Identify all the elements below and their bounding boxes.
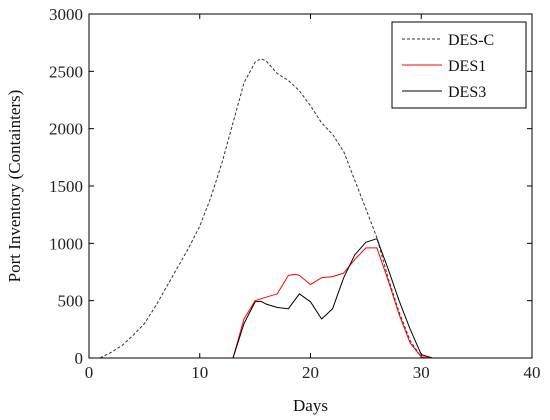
legend-label-des3: DES3 (448, 84, 486, 101)
y-tick-label: 0 (75, 349, 84, 368)
series-group (89, 58, 532, 359)
x-axis-label: Days (293, 396, 328, 415)
series-line-des1 (89, 247, 532, 359)
legend-label-des-c: DES-C (448, 32, 494, 49)
y-tick-label: 500 (58, 292, 84, 311)
y-tick-label: 1500 (49, 177, 83, 196)
x-tick-label: 10 (191, 363, 208, 382)
x-tick-label: 40 (524, 363, 541, 382)
y-tick-label: 1000 (49, 234, 83, 253)
series-line-des-c (99, 58, 532, 359)
y-tick-label: 2000 (49, 120, 83, 139)
x-tick-label: 0 (85, 363, 94, 382)
y-tick-label: 2500 (49, 62, 83, 81)
x-tick-label: 30 (413, 363, 430, 382)
series-line-des3 (89, 238, 532, 359)
legend: DES-C DES1 DES3 (391, 21, 527, 109)
legend-label-des1: DES1 (448, 58, 486, 75)
x-tick-label: 20 (302, 363, 319, 382)
tick-labels: 0 10 20 30 40 0 500 1000 1500 2000 2500 3000 (49, 5, 541, 382)
y-tick-label: 3000 (49, 5, 83, 24)
y-axis-label: Port Inventory (Containters) (5, 90, 24, 283)
